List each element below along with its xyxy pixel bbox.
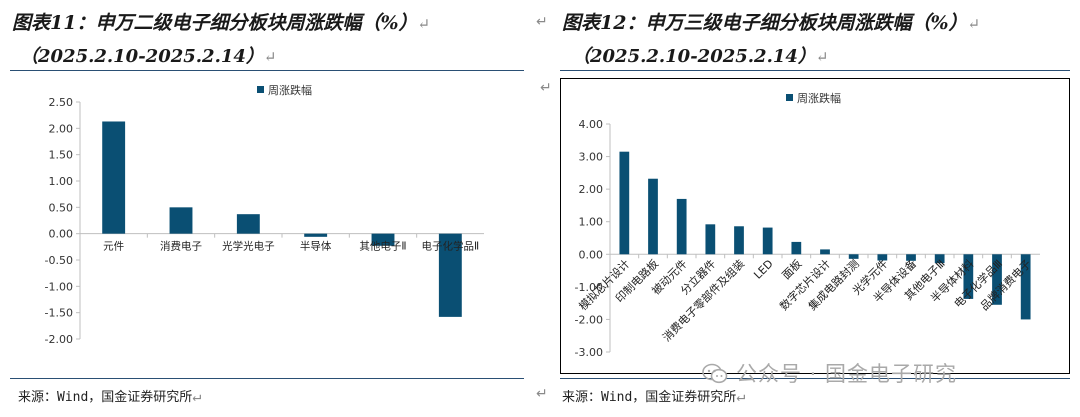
wechat-icon [702, 363, 728, 384]
right-bar [848, 254, 859, 259]
left-y-tick-label: 2.00 [49, 122, 74, 135]
right-y-tick-label: -3.00 [575, 346, 603, 359]
left-y-tick-label: 1.50 [49, 149, 74, 162]
left-x-tick-label: 光学光电子 [222, 240, 275, 253]
left-bar [304, 233, 328, 237]
left-y-tick-label: 0.00 [49, 228, 74, 241]
right-figure-title: 图表12：申万三级电子细分板块周涨跌幅（%）↵ [562, 12, 981, 34]
left-x-tick-label: 消费电子 [160, 240, 202, 253]
left-bar-chart: 周涨跌幅 2.50 2.00 1.50 1.00 0.50 0.00 -0.50 -1.00 -1… [45, 83, 484, 346]
right-bar [992, 254, 1002, 305]
left-legend-label: 周涨跌幅 [268, 83, 312, 97]
right-bar [619, 151, 630, 255]
right-y-tick-label: 1.00 [579, 216, 604, 229]
right-bar [791, 241, 802, 255]
right-y-tick-label: -2.00 [575, 313, 603, 326]
right-bar [820, 249, 830, 255]
right-bar [877, 254, 888, 261]
left-bar [102, 121, 126, 234]
left-x-tick-label: 半导体 [300, 240, 332, 253]
left-y-tick-label: 0.50 [49, 201, 74, 214]
left-y-tick-label: -1.00 [45, 280, 73, 293]
right-bar-chart: 周涨跌幅4.003.002.001.000.00-1.00-2.00-3.00模… [560, 78, 1070, 374]
right-y-tick-label: -1.00 [575, 281, 603, 294]
right-x-tick-label: 面板 [779, 257, 804, 282]
right-legend-label: 周涨跌幅 [797, 91, 841, 105]
right-bar [676, 198, 687, 255]
left-y-tick-label: -1.50 [45, 307, 73, 320]
right-y-tick-label: 2.00 [579, 183, 604, 196]
left-source-note: 来源：Wind，国金证券研究所↵ [18, 387, 202, 405]
left-bar [169, 207, 193, 234]
right-chart-border [560, 78, 1070, 374]
left-y-tick-label: 1.00 [49, 175, 74, 188]
watermark: 公众号 · 国金电子研究 [702, 358, 957, 388]
right-y-tick-label: 4.00 [579, 118, 604, 131]
right-bar [1020, 254, 1031, 320]
left-title-rule [10, 70, 524, 71]
watermark-text: 公众号 · 国金电子研究 [736, 362, 958, 386]
left-x-tick-label: 电子化学品Ⅱ [421, 240, 479, 253]
right-title-rule [560, 70, 1070, 71]
right-bar [734, 226, 744, 255]
left-x-tick-label: 元件 [103, 241, 124, 253]
right-bottom-rule [560, 378, 1070, 379]
right-legend-swatch [786, 94, 793, 101]
left-bar [438, 233, 462, 317]
left-return-mark: ↵ [536, 14, 548, 30]
right-y-tick-label: 3.00 [579, 151, 604, 164]
right-bar [648, 178, 658, 255]
right-source-note: 来源：Wind，国金证券研究所↵ [562, 387, 746, 405]
right-bar [906, 254, 916, 261]
right-bar [963, 254, 974, 299]
right-bar [762, 227, 773, 255]
left-legend-swatch [257, 86, 264, 93]
mid-return-mark: ↵ [536, 386, 548, 402]
right-figure-subtitle: （2025.2.10-2025.2.14）↵ [572, 46, 829, 67]
left-y-tick-label: -0.50 [45, 254, 73, 267]
left-figure-title: 图表11：申万二级电子细分板块周涨跌幅（%）↵ [12, 12, 431, 34]
right-bar [934, 254, 945, 264]
left-y-tick-label: 2.50 [49, 96, 74, 109]
left-bottom-rule [10, 378, 524, 379]
left-bar [236, 214, 260, 234]
left-bar [371, 233, 395, 246]
left-x-tick-label: 其他电子Ⅱ [359, 240, 406, 253]
right-x-tick-label: LED [751, 257, 775, 281]
right-y-tick-label: 0.00 [579, 248, 604, 261]
right-bar [705, 224, 716, 255]
right-chart-return-mark: ↵ [540, 80, 552, 96]
left-figure-subtitle: （2025.2.10-2025.2.14）↵ [20, 46, 277, 67]
left-y-tick-label: -2.00 [45, 333, 73, 346]
